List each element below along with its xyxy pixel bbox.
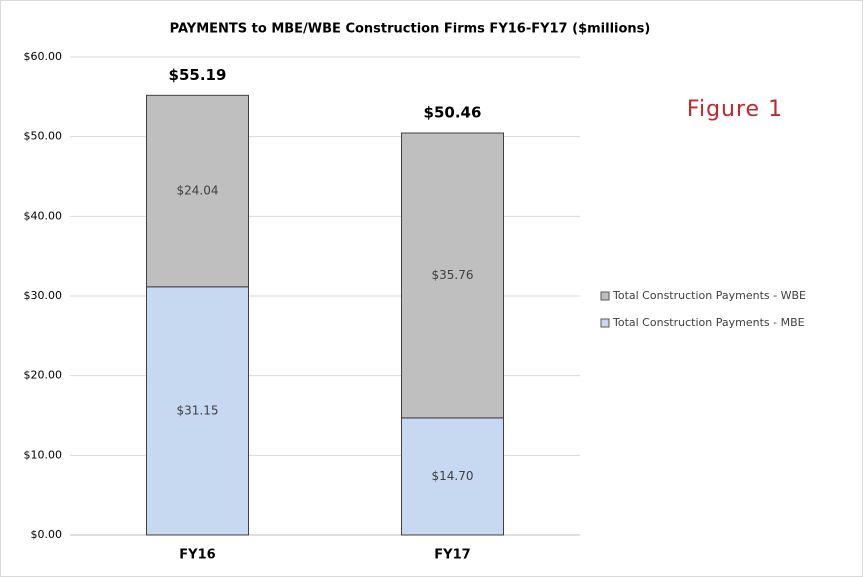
legend-label: Total Construction Payments - WBE: [612, 289, 806, 302]
value-label: $35.76: [432, 268, 474, 282]
y-tick-label: $10.00: [24, 448, 63, 461]
figure-annotation: Figure 1: [687, 97, 783, 122]
total-label: $55.19: [169, 66, 227, 84]
legend-swatch: [600, 318, 610, 328]
total-label: $50.46: [424, 104, 482, 122]
bar-segment: [146, 94, 249, 288]
y-tick-label: $0.00: [31, 528, 63, 541]
x-tick-label: FY17: [434, 548, 470, 563]
y-tick-label: $20.00: [24, 369, 63, 382]
y-tick-label: $50.00: [24, 130, 63, 143]
legend-swatch: [600, 291, 610, 301]
value-label: $14.70: [432, 469, 474, 483]
y-tick-label: $60.00: [24, 50, 63, 63]
value-label: $31.15: [177, 403, 219, 417]
value-label: $24.04: [177, 184, 219, 198]
y-tick-label: $30.00: [24, 289, 63, 302]
y-tick-label: $40.00: [24, 209, 63, 222]
bar-segment: [401, 132, 504, 419]
bar-segment: [146, 286, 249, 536]
bar-segment: [401, 417, 504, 536]
legend-label: Total Construction Payments - MBE: [612, 316, 805, 329]
x-tick-label: FY16: [179, 548, 215, 563]
chart-title: PAYMENTS to MBE/WBE Construction Firms F…: [170, 22, 651, 37]
